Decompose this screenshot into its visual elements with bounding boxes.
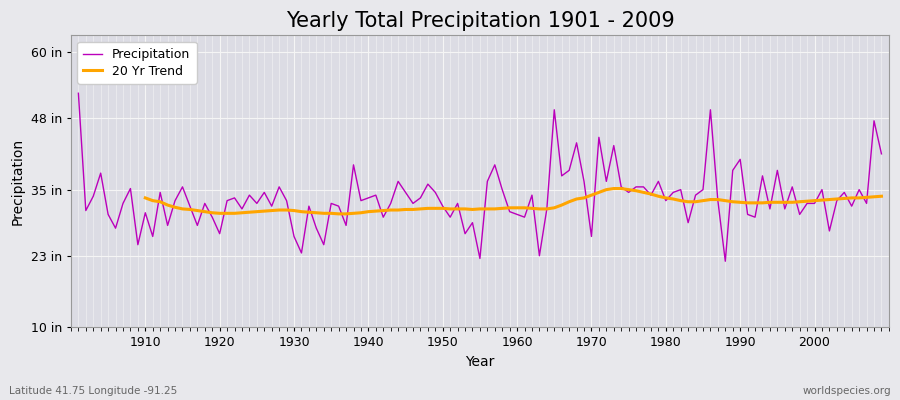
Line: 20 Yr Trend: 20 Yr Trend bbox=[145, 188, 881, 214]
Precipitation bbox=[720, 259, 731, 264]
20 Yr Trend bbox=[333, 212, 344, 216]
Precipitation bbox=[341, 223, 352, 228]
20 Yr Trend bbox=[140, 196, 150, 200]
X-axis label: Year: Year bbox=[465, 355, 495, 369]
Precipitation bbox=[512, 212, 523, 217]
Y-axis label: Precipitation: Precipitation bbox=[11, 138, 25, 225]
Precipitation bbox=[132, 242, 143, 247]
Text: Latitude 41.75 Longitude -91.25: Latitude 41.75 Longitude -91.25 bbox=[9, 386, 177, 396]
20 Yr Trend bbox=[526, 206, 537, 211]
20 Yr Trend bbox=[310, 210, 321, 215]
Precipitation bbox=[876, 152, 886, 156]
Precipitation bbox=[504, 209, 515, 214]
Legend: Precipitation, 20 Yr Trend: Precipitation, 20 Yr Trend bbox=[77, 42, 197, 84]
20 Yr Trend bbox=[854, 196, 865, 200]
20 Yr Trend bbox=[876, 194, 886, 199]
Precipitation bbox=[601, 179, 612, 184]
Line: Precipitation: Precipitation bbox=[78, 93, 881, 261]
Precipitation bbox=[73, 91, 84, 96]
20 Yr Trend bbox=[608, 186, 619, 191]
Precipitation bbox=[296, 250, 307, 255]
Text: worldspecies.org: worldspecies.org bbox=[803, 386, 891, 396]
20 Yr Trend bbox=[832, 196, 842, 201]
Title: Yearly Total Precipitation 1901 - 2009: Yearly Total Precipitation 1901 - 2009 bbox=[285, 11, 674, 31]
20 Yr Trend bbox=[586, 193, 597, 198]
20 Yr Trend bbox=[281, 208, 292, 212]
